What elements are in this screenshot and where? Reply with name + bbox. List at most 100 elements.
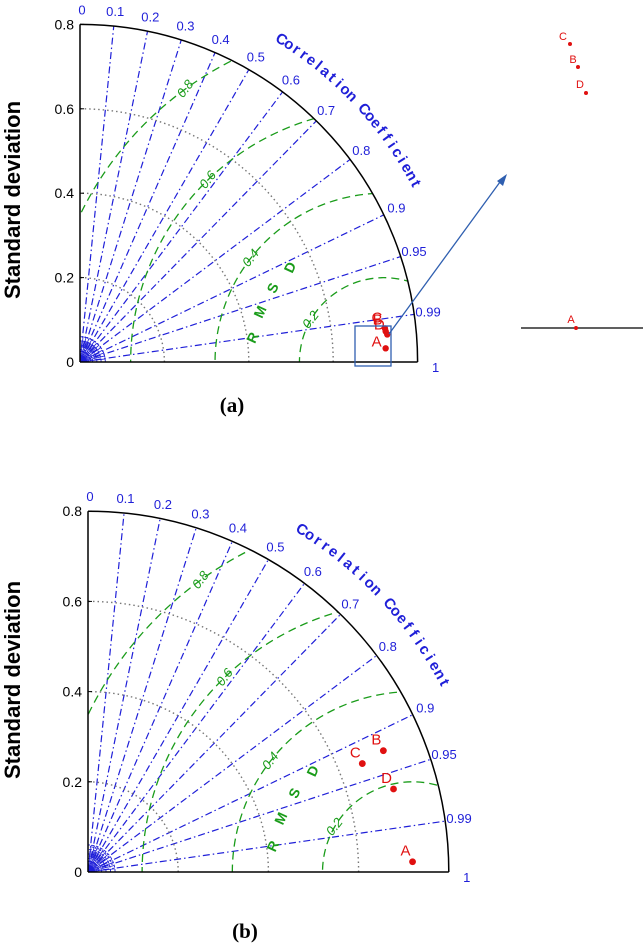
p0-point-label-D: D — [374, 316, 385, 333]
p0-y-tick-1: 0.2 — [55, 270, 75, 286]
caption-b: (b) — [232, 919, 258, 943]
inset-point-C — [568, 42, 572, 46]
p1-point-B — [379, 747, 387, 755]
p0-corr-tick-9: 0.9 — [387, 201, 405, 216]
inset-point-label-B: B — [569, 54, 576, 66]
p0-corr-line-11 — [80, 313, 415, 363]
p0-corr-tick-8: 0.8 — [352, 143, 370, 158]
p0-y-tick-4: 0.8 — [55, 16, 75, 32]
inset-point-B — [576, 65, 580, 69]
p1-rmsd-tick-0: 0.2 — [323, 814, 346, 838]
p1-y-tick-0: 0 — [74, 864, 82, 880]
p0-rmsd-label-0: R — [243, 330, 262, 346]
p0-fan-arc-5 — [80, 340, 102, 363]
p0-rmsd-arc-0 — [298, 277, 418, 363]
p1-corr-line-10 — [88, 758, 431, 872]
p0-fan-arc-6 — [80, 336, 106, 363]
p0-corr-tick-11: 0.99 — [415, 304, 440, 319]
p0-corr-line-5 — [80, 69, 250, 363]
p0-corr-tick-4: 0.4 — [212, 32, 230, 47]
p0-fan-arc-3 — [80, 348, 94, 363]
p1-rmsd-arc-3 — [88, 511, 449, 872]
p1-corr-tick-8: 0.8 — [379, 639, 397, 654]
inset-point-label-C: C — [559, 31, 567, 43]
zoom-arrow-head — [497, 174, 507, 186]
p0-outer-arc — [79, 23, 419, 363]
p0-corr-tick-7: 0.7 — [317, 103, 335, 118]
p0-corr-tick-0: 0 — [78, 2, 85, 17]
p0-corr-line-6 — [80, 91, 284, 363]
p0-point-label-A: A — [372, 333, 382, 350]
p1-corr-tick-12: 1 — [463, 870, 470, 885]
p1-corr-line-7 — [88, 613, 341, 872]
p0-corr-tick-5: 0.5 — [247, 50, 265, 65]
p1-point-D — [390, 785, 397, 793]
p1-rmsd-arc-2 — [141, 600, 449, 872]
inset-point-label-D: D — [576, 79, 584, 91]
p1-corr-tick-5: 0.5 — [266, 539, 284, 554]
p1-corr-line-3 — [88, 527, 197, 872]
p1-corr-tick-9: 0.9 — [416, 701, 434, 716]
p1-std-arc-2 — [88, 690, 270, 872]
p0-rmsd-label-3: D — [281, 259, 300, 275]
p0-corr-tick-3: 0.3 — [176, 19, 194, 34]
p0-corr-tick-10: 0.95 — [401, 244, 426, 259]
p0-std-arc-2 — [80, 192, 250, 363]
p1-rmsd-tick-3: 0.8 — [189, 567, 212, 591]
p0-corr-tick-2: 0.2 — [141, 10, 159, 25]
p1-y-tick-1: 0.2 — [63, 774, 83, 790]
p0-corr-line-3 — [80, 39, 182, 363]
p1-rmsd-arc-1 — [231, 691, 449, 872]
zoom-arrow — [388, 181, 501, 335]
p0-y-tick-0: 0 — [66, 354, 74, 370]
p1-rmsd-label-3: D — [303, 763, 322, 779]
p1-point-A — [409, 858, 416, 866]
p1-corr-line-11 — [88, 820, 446, 872]
p1-y-tick-2: 0.4 — [63, 684, 83, 700]
p0-corr-line-2 — [80, 31, 149, 363]
p1-corr-tick-7: 0.7 — [341, 596, 359, 611]
p1-corr-line-5 — [88, 559, 269, 872]
p0-corr-tick-6: 0.6 — [282, 73, 300, 88]
p0-corr-tick-12: 1 — [432, 360, 439, 375]
p1-std-arc-3 — [88, 600, 360, 872]
p1-rmsd-label-2: S — [285, 785, 303, 800]
p1-corr-tick-2: 0.2 — [154, 497, 172, 512]
p1-point-label-A: A — [401, 843, 411, 860]
p1-std-arc-1 — [88, 781, 179, 872]
p1-rmsd-label-1: M — [271, 810, 290, 827]
p1-y-tick-3: 0.6 — [63, 593, 83, 609]
p1-rmsd-label-0: R — [263, 838, 282, 854]
p1-rmsd-arc-0 — [321, 781, 449, 872]
p1-fan-arc-4 — [88, 853, 107, 872]
p0-rmsd-label-1: M — [250, 303, 269, 320]
p1-corr-tick-1: 0.1 — [116, 491, 134, 506]
p1-corr-tick-6: 0.6 — [304, 564, 322, 579]
p0-std-arc-3 — [80, 108, 334, 363]
p0-point-label-C: C — [372, 309, 383, 326]
p1-fan-arc-6 — [88, 844, 116, 872]
p0-y-tick-3: 0.6 — [55, 101, 75, 117]
p1-corr-tick-0: 0 — [86, 489, 93, 504]
p0-y-tick-2: 0.4 — [55, 185, 75, 201]
p1-corr-tick-4: 0.4 — [229, 520, 247, 535]
p1-fan-ray-8 — [88, 849, 104, 872]
caption-a: (a) — [220, 393, 245, 417]
p1-fan-arc-2 — [88, 862, 98, 872]
inset-point-label-A: A — [567, 314, 575, 326]
p0-rmsd-tick-3: 0.8 — [174, 76, 197, 100]
p1-point-label-C: C — [350, 745, 361, 762]
p0-fan-arc-4 — [80, 344, 98, 363]
p1-y-tick-4: 0.8 — [63, 503, 83, 519]
p1-corr-line-2 — [88, 518, 161, 872]
p0-corr-line-4 — [80, 52, 216, 363]
p0-corr-line-1 — [80, 26, 115, 363]
p1-corr-line-4 — [88, 541, 233, 872]
p1-corr-line-1 — [88, 512, 125, 872]
p1-point-C — [358, 760, 366, 767]
p1-corr-line-8 — [88, 655, 378, 872]
